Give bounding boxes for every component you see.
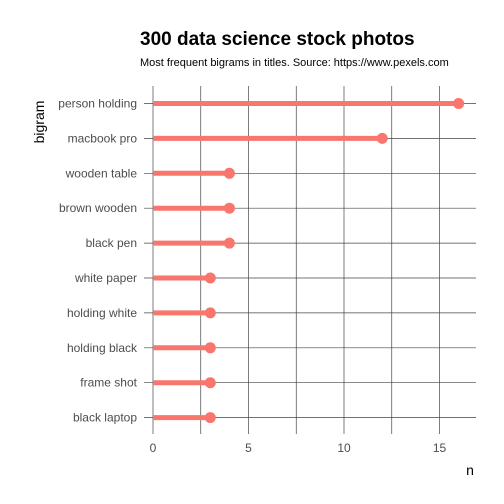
x-tick-label: 15 xyxy=(433,441,447,455)
y-tick-label: white paper xyxy=(74,271,137,285)
y-axis-title: bigram xyxy=(31,101,47,144)
y-tick-label: wooden table xyxy=(65,166,138,180)
chart-subtitle: Most frequent bigrams in titles. Source:… xyxy=(140,57,449,69)
x-tick-labels: 0 5 10 15 xyxy=(150,441,447,455)
x-tick-label: 5 xyxy=(245,441,252,455)
chart-title: 300 data science stock photos xyxy=(140,29,415,50)
y-tick-label: holding black xyxy=(67,341,138,355)
x-axis-title: n xyxy=(466,462,474,478)
y-tick-label: frame shot xyxy=(80,376,137,390)
y-tick-label: black laptop xyxy=(73,411,137,425)
lollipop-point xyxy=(204,412,216,424)
y-tick-label: macbook pro xyxy=(68,131,138,145)
lollipop-point xyxy=(453,98,465,109)
lollipop-point xyxy=(223,202,235,214)
y-tick-label: brown wooden xyxy=(59,201,137,215)
lollipop-point xyxy=(223,167,235,179)
y-tick-labels: person holding macbook pro wooden table bro… xyxy=(58,97,138,425)
lollipop-point xyxy=(204,377,216,389)
y-tick-label: person holding xyxy=(58,97,137,111)
y-tick-label: black pen xyxy=(86,236,137,250)
data-marks xyxy=(153,98,465,424)
lollipop-point xyxy=(376,132,388,144)
lollipop-point xyxy=(223,237,235,249)
lollipop-point xyxy=(204,272,216,284)
y-tick-label: holding white xyxy=(67,306,137,320)
x-tick-label: 0 xyxy=(150,441,157,455)
lollipop-point xyxy=(204,342,216,354)
x-tick-label: 10 xyxy=(337,441,351,455)
lollipop-point xyxy=(204,307,216,319)
